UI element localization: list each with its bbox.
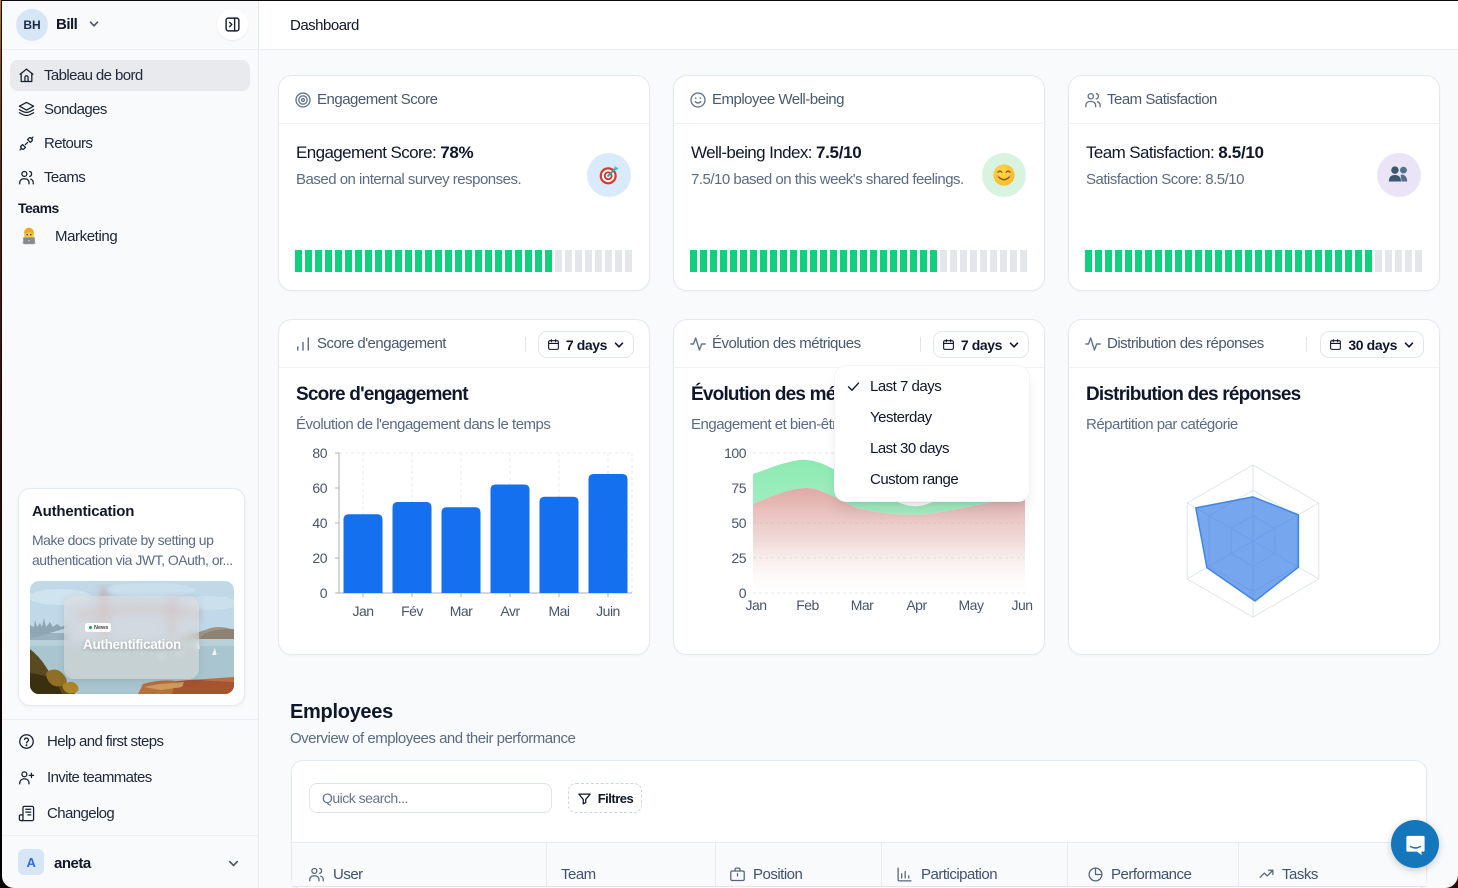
svg-text:May: May — [959, 597, 984, 613]
svg-text:25: 25 — [731, 550, 746, 566]
svg-text:80: 80 — [312, 445, 327, 461]
svg-text:Apr: Apr — [906, 597, 927, 613]
svg-text:75: 75 — [731, 480, 746, 496]
svg-text:50: 50 — [731, 515, 746, 531]
svg-text:Mar: Mar — [851, 597, 874, 613]
svg-text:60: 60 — [312, 480, 327, 496]
svg-text:0: 0 — [320, 585, 328, 601]
svg-text:Mar: Mar — [450, 603, 473, 619]
svg-text:40: 40 — [312, 515, 327, 531]
svg-text:Mai: Mai — [548, 603, 569, 619]
svg-text:Juin: Juin — [596, 603, 620, 619]
svg-text:20: 20 — [312, 550, 327, 566]
svg-text:Jan: Jan — [352, 603, 373, 619]
svg-text:0: 0 — [739, 585, 747, 601]
svg-text:Jun: Jun — [1011, 597, 1032, 613]
svg-text:Avr: Avr — [500, 603, 520, 619]
svg-text:Jan: Jan — [745, 597, 766, 613]
svg-text:Fév: Fév — [401, 603, 423, 619]
svg-text:Feb: Feb — [796, 597, 819, 613]
svg-text:100: 100 — [724, 445, 747, 461]
